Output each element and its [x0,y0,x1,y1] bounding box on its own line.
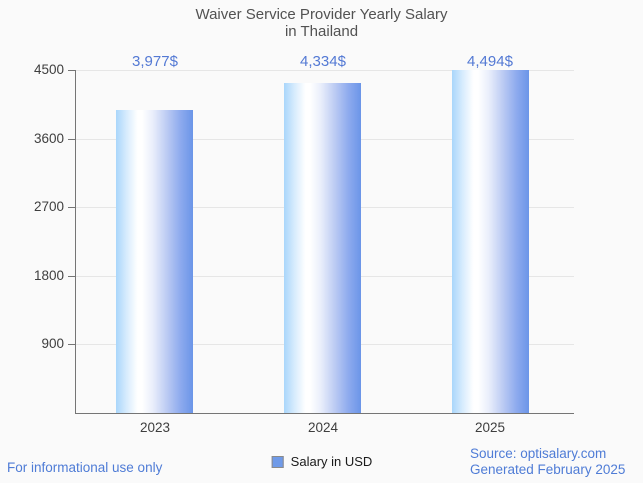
y-axis-tick [68,344,75,345]
x-axis-label: 2025 [474,420,506,435]
legend-label: Salary in USD [290,454,373,469]
legend: Salary in USD [271,454,373,469]
y-axis-tick [68,207,75,208]
x-axis-line [75,413,574,414]
y-axis-label: 900 [41,336,64,351]
chart-title: Waiver Service Provider Yearly Salary in… [0,6,643,40]
chart-title-line1: Waiver Service Provider Yearly Salary [195,6,448,23]
y-axis-tick [68,70,75,71]
disclaimer-text: For informational use only [7,460,163,475]
x-axis-label: 2023 [139,420,171,435]
x-axis-label: 2024 [307,420,339,435]
bar-2024[interactable] [284,83,361,413]
source-attribution: Source: optisalary.com Generated Februar… [470,446,625,478]
y-axis-label: 4500 [33,62,64,77]
chart-title-line2: in Thailand [284,23,359,40]
y-axis-label: 1800 [33,268,64,283]
y-axis-tick [68,276,75,277]
bar-value-label: 4,334$ [300,53,346,70]
source-text: Source: optisalary.com [470,446,607,461]
generated-text: Generated February 2025 [470,462,626,477]
legend-marker-icon [271,455,284,468]
bar-2025[interactable] [452,70,529,413]
y-axis-label: 3600 [33,131,64,146]
bar-2023[interactable] [116,110,193,413]
y-axis-tick [68,139,75,140]
bar-value-label: 4,494$ [467,53,513,70]
y-axis-label: 2700 [33,199,64,214]
gridline [75,70,574,71]
bar-value-label: 3,977$ [132,53,178,70]
y-axis-line [75,70,76,413]
